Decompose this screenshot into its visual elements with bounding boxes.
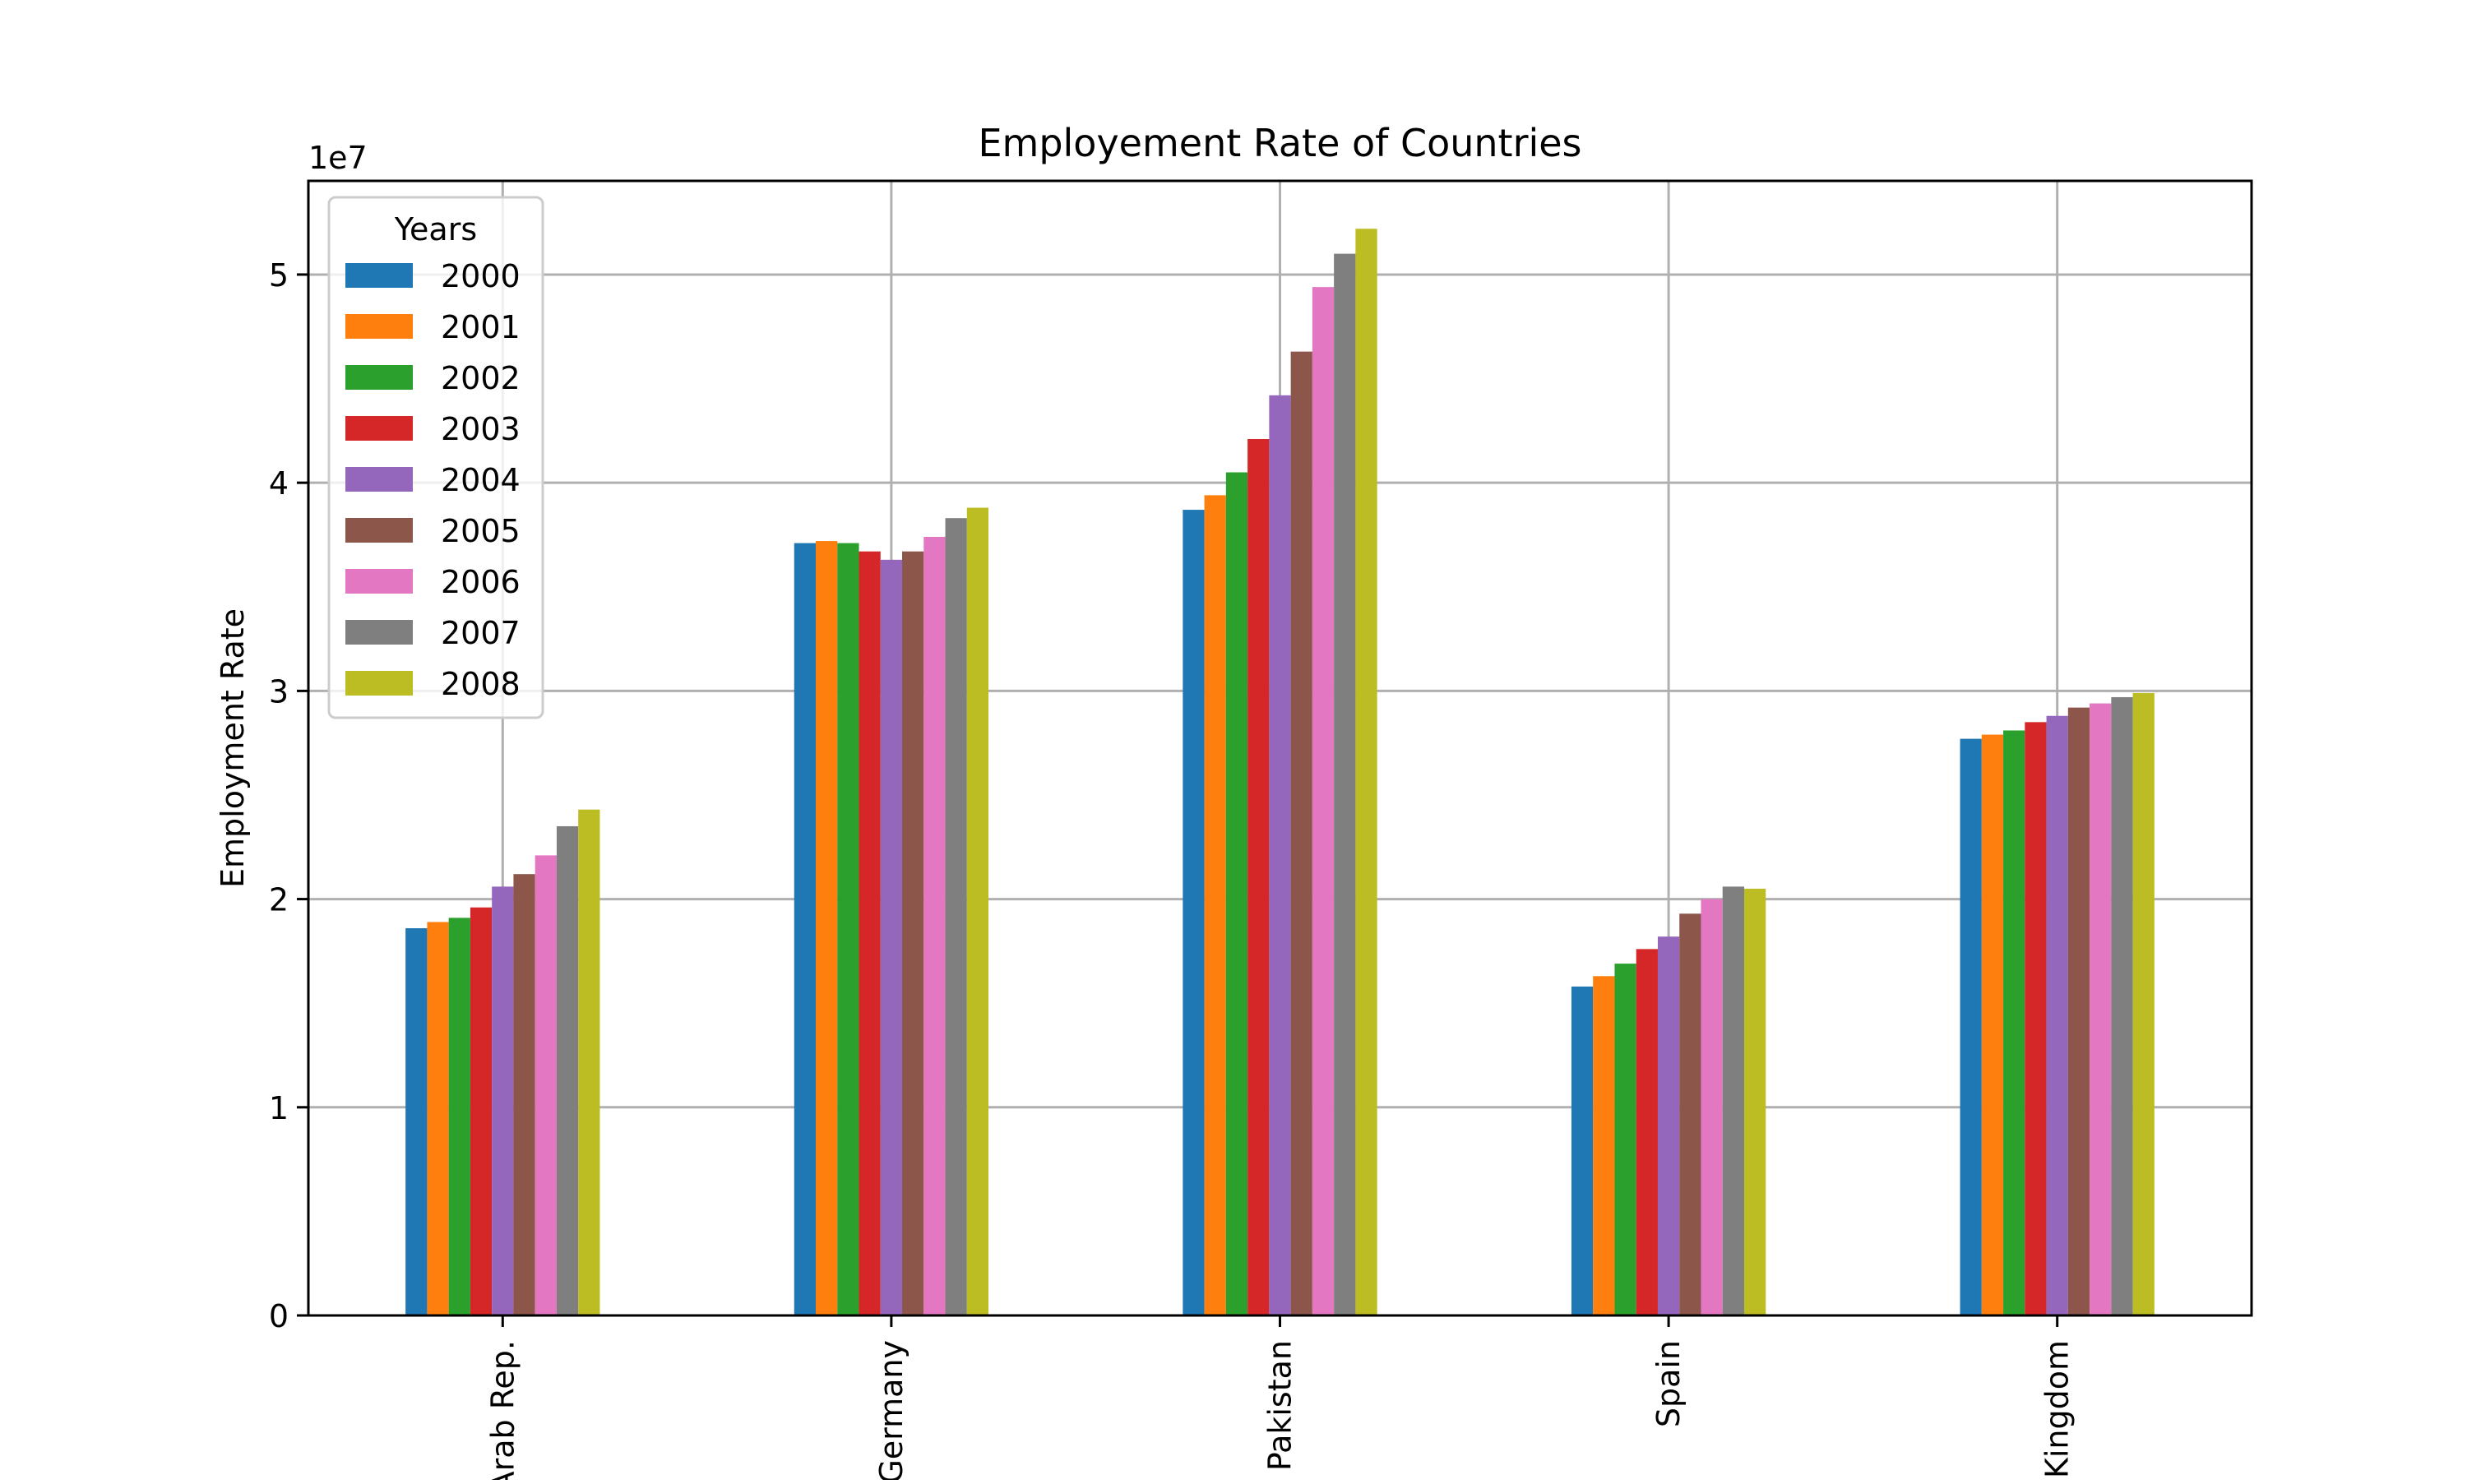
- bar-2006-spain: [1701, 899, 1723, 1315]
- legend-swatch-2005: [345, 518, 413, 543]
- bar-2008-pakistan: [1355, 229, 1377, 1315]
- bar-2002-spain: [1614, 964, 1636, 1315]
- bar-2004-germany: [880, 559, 903, 1315]
- bar-2006-germany: [923, 536, 946, 1315]
- y-axis-label: Employment Rate: [215, 608, 251, 888]
- bar-2007-spain: [1722, 886, 1744, 1315]
- bar-2007-kingdom: [2111, 696, 2133, 1315]
- bar-2002-germany: [837, 543, 859, 1315]
- bar-2001-pakistan: [1204, 495, 1226, 1315]
- bar-2006-kingdom: [2090, 703, 2112, 1315]
- y-tick-label: 5: [269, 257, 289, 294]
- chart-title: Employement Rate of Countries: [978, 121, 1581, 165]
- legend-label-2008: 2008: [441, 666, 521, 702]
- bar-2005-arab-rep-: [513, 874, 535, 1315]
- y-tick-label: 3: [269, 673, 289, 710]
- bar-2001-kingdom: [1981, 734, 2004, 1315]
- x-axis-ticks: Arab Rep. Germany Pakistan Spain Kingdom: [484, 1315, 2076, 1484]
- bar-2005-spain: [1679, 913, 1701, 1315]
- legend-swatch-2000: [345, 263, 413, 288]
- legend-swatch-2003: [345, 416, 413, 441]
- x-tick-label: Arab Rep.: [484, 1340, 521, 1480]
- x-tick-label: Pakistan: [1262, 1340, 1298, 1471]
- bar-2003-arab-rep-: [470, 907, 493, 1315]
- bar-2003-kingdom: [2025, 722, 2047, 1315]
- bar-2000-pakistan: [1183, 510, 1205, 1315]
- bar-2003-pakistan: [1247, 438, 1270, 1315]
- bar-2001-germany: [816, 541, 838, 1315]
- bar-2003-germany: [859, 551, 881, 1315]
- bar-2002-kingdom: [2003, 730, 2025, 1315]
- legend-label-2001: 2001: [441, 309, 521, 345]
- bar-2006-arab-rep-: [535, 855, 557, 1315]
- bar-2007-pakistan: [1334, 253, 1356, 1316]
- x-tick-label: Kingdom: [2039, 1340, 2076, 1478]
- bar-2008-spain: [1743, 888, 1766, 1315]
- bar-2008-arab-rep-: [578, 809, 600, 1315]
- legend-label-2007: 2007: [441, 615, 521, 651]
- bar-2004-spain: [1657, 936, 1680, 1315]
- bars: [405, 229, 2155, 1316]
- bar-2008-germany: [966, 507, 989, 1315]
- bar-2001-spain: [1593, 976, 1615, 1315]
- bar-2000-arab-rep-: [405, 928, 428, 1315]
- y-tick-label: 2: [269, 882, 289, 918]
- bar-2006-pakistan: [1312, 287, 1335, 1316]
- bar-2002-arab-rep-: [448, 918, 470, 1315]
- bar-2008-kingdom: [2132, 692, 2155, 1315]
- y-axis-ticks: 0 1 2 3 4 5: [269, 257, 308, 1334]
- bar-2007-germany: [945, 518, 967, 1315]
- legend-swatch-2004: [345, 467, 413, 492]
- legend-swatch-2002: [345, 365, 413, 390]
- legend-label-2000: 2000: [441, 258, 521, 294]
- x-tick-label: Germany: [873, 1340, 910, 1480]
- legend-label-2006: 2006: [441, 564, 521, 600]
- y-tick-label: 4: [269, 465, 289, 502]
- x-tick-label: Spain: [1650, 1340, 1687, 1427]
- legend-swatch-2007: [345, 620, 413, 645]
- bar-2000-spain: [1571, 986, 1594, 1315]
- legend-items: 2000 2001 2002 2003 2004 2005 2006 2007 2008: [345, 258, 521, 702]
- legend-label-2003: 2003: [441, 411, 521, 447]
- legend-swatch-2008: [345, 671, 413, 696]
- y-tick-label: 0: [269, 1298, 289, 1334]
- bar-2001-arab-rep-: [427, 922, 449, 1315]
- legend-label-2002: 2002: [441, 360, 521, 396]
- bar-2005-germany: [902, 551, 924, 1315]
- y-axis-offset-label: 1e7: [308, 140, 368, 176]
- bar-2004-arab-rep-: [492, 886, 514, 1315]
- bar-2005-pakistan: [1290, 351, 1312, 1315]
- bar-2004-pakistan: [1269, 395, 1291, 1315]
- y-tick-label: 1: [269, 1090, 289, 1126]
- bar-2000-kingdom: [1960, 738, 1982, 1315]
- legend-title: Years: [394, 211, 477, 247]
- legend-label-2004: 2004: [441, 462, 521, 498]
- legend-label-2005: 2005: [441, 513, 521, 549]
- bar-2002-pakistan: [1225, 472, 1248, 1316]
- legend-swatch-2006: [345, 569, 413, 594]
- bar-2000-germany: [794, 543, 817, 1315]
- bar-2007-arab-rep-: [556, 825, 579, 1315]
- legend: Years 2000200120022003200420052006200720…: [327, 196, 544, 719]
- bar-2005-kingdom: [2067, 707, 2090, 1315]
- bar-2004-kingdom: [2046, 715, 2068, 1315]
- legend-swatch-2001: [345, 314, 413, 339]
- bar-2003-spain: [1636, 949, 1658, 1315]
